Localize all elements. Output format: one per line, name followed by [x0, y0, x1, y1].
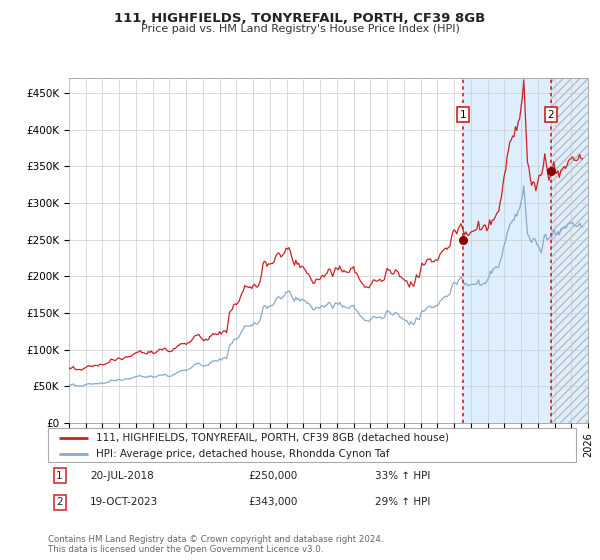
Text: 20-JUL-2018: 20-JUL-2018 — [90, 471, 154, 480]
Text: 29% ↑ HPI: 29% ↑ HPI — [376, 497, 431, 507]
Text: HPI: Average price, detached house, Rhondda Cynon Taf: HPI: Average price, detached house, Rhon… — [95, 449, 389, 459]
Text: 2: 2 — [56, 497, 63, 507]
Text: 111, HIGHFIELDS, TONYREFAIL, PORTH, CF39 8GB: 111, HIGHFIELDS, TONYREFAIL, PORTH, CF39… — [115, 12, 485, 25]
Text: 2: 2 — [548, 110, 554, 120]
Text: 111, HIGHFIELDS, TONYREFAIL, PORTH, CF39 8GB (detached house): 111, HIGHFIELDS, TONYREFAIL, PORTH, CF39… — [95, 433, 449, 443]
Text: 19-OCT-2023: 19-OCT-2023 — [90, 497, 158, 507]
Text: £343,000: £343,000 — [248, 497, 298, 507]
Bar — [463, 78, 588, 423]
Text: Price paid vs. HM Land Registry's House Price Index (HPI): Price paid vs. HM Land Registry's House … — [140, 24, 460, 34]
Text: £250,000: £250,000 — [248, 471, 298, 480]
Text: 33% ↑ HPI: 33% ↑ HPI — [376, 471, 431, 480]
Text: 1: 1 — [56, 471, 63, 480]
Bar — [551, 78, 588, 423]
Text: Contains HM Land Registry data © Crown copyright and database right 2024.
This d: Contains HM Land Registry data © Crown c… — [48, 535, 383, 554]
Text: 1: 1 — [460, 110, 466, 120]
